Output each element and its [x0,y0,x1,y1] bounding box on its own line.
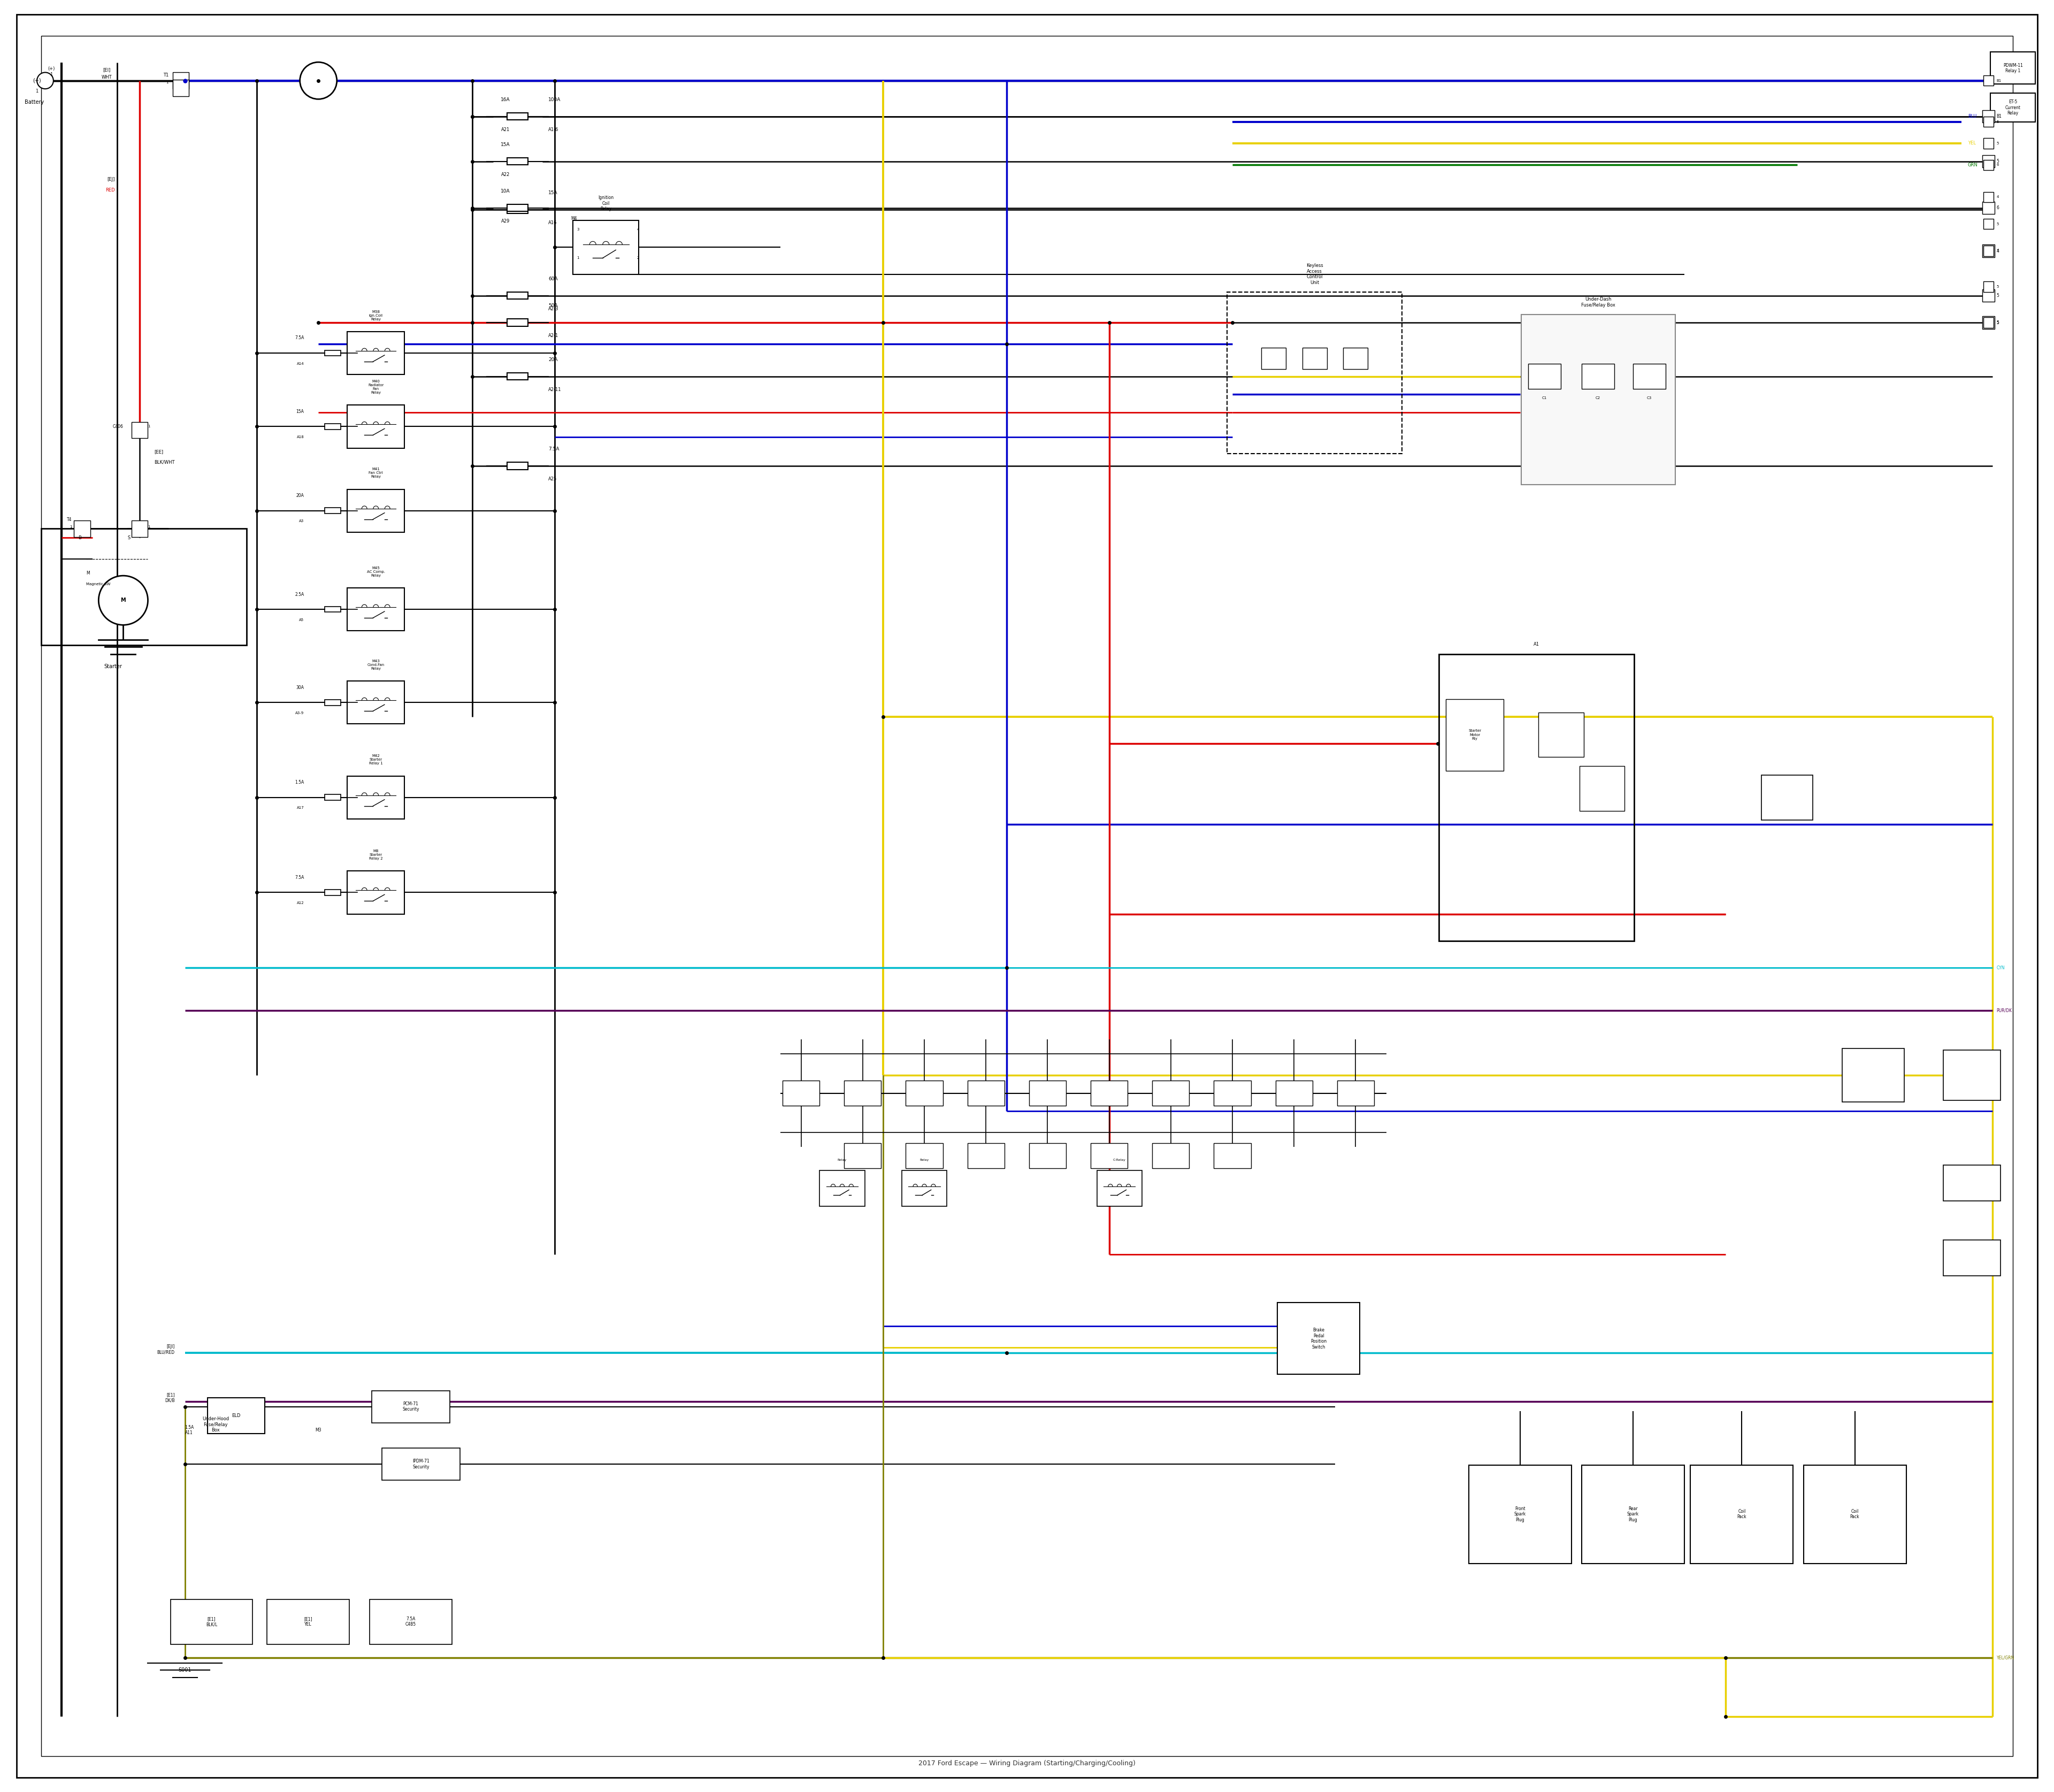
Text: 4: 4 [1996,195,1999,199]
Text: 7.5A: 7.5A [294,335,304,340]
Bar [325,889,341,896]
Text: [EJI]
BLU/RED: [EJI] BLU/RED [156,1344,175,1355]
Bar [325,507,341,514]
Text: B1: B1 [1996,79,2001,82]
Bar [783,1081,820,1106]
Text: B: B [78,536,82,539]
Bar [906,1143,943,1168]
Bar [1984,281,1992,292]
Bar [1343,348,1368,369]
Bar [1982,202,1994,213]
Text: 2.5A: 2.5A [296,591,304,597]
Text: A2-11: A2-11 [548,387,561,392]
Text: 1: 1 [577,256,579,260]
Bar [74,520,90,538]
Text: C-Relay: C-Relay [1113,1159,1126,1161]
Text: M45
AC Comp.
Relay: M45 AC Comp. Relay [368,566,384,577]
Text: Coil
Pack: Coil Pack [1738,1509,1746,1520]
Text: [E1]
BLK/L: [E1] BLK/L [205,1616,218,1627]
Text: 6: 6 [1996,206,1999,210]
Bar [1762,774,1814,819]
Text: RED: RED [105,188,115,192]
Bar [1990,93,2036,122]
Bar [131,421,148,439]
Bar [1984,219,1992,229]
Text: BLU: BLU [1968,115,1976,118]
Bar [347,776,405,819]
Bar [347,871,405,914]
Text: A2-3: A2-3 [548,306,559,312]
Text: A29: A29 [501,219,509,224]
Bar [173,72,189,90]
Text: M: M [121,599,125,602]
Text: 60A: 60A [548,276,559,281]
Text: S001: S001 [179,1668,191,1672]
Text: T1: T1 [162,73,168,77]
Bar [906,1081,943,1106]
Text: 1.5A: 1.5A [296,780,304,785]
Text: 1.5A
A11: 1.5A A11 [185,1425,193,1435]
Text: M40
Radiator
Fan
Relay: M40 Radiator Fan Relay [368,380,384,394]
Bar [1803,1466,1906,1563]
Text: M38
Ign.Coil
Relay: M38 Ign.Coil Relay [370,310,382,321]
Bar [1528,364,1561,389]
Text: Starter: Starter [105,665,121,668]
Bar [1228,292,1401,453]
Circle shape [37,72,53,90]
Text: 4: 4 [637,228,639,231]
Bar [347,405,405,448]
Bar [372,1391,450,1423]
Bar [1984,317,1992,328]
Bar [1842,1048,1904,1102]
Bar [1337,1081,1374,1106]
Text: 2017 Ford Escape — Wiring Diagram (Starting/Charging/Cooling): 2017 Ford Escape — Wiring Diagram (Start… [918,1760,1136,1767]
Bar [1261,348,1286,369]
Bar [1520,314,1676,484]
Bar [1582,364,1614,389]
Bar [1984,138,1992,149]
Text: A3-9: A3-9 [296,711,304,715]
Bar [1276,1081,1313,1106]
Text: (+)
1: (+) 1 [47,66,55,77]
Text: Front
Spark
Plug: Front Spark Plug [1514,1507,1526,1521]
Bar [1990,52,2036,84]
Bar [1943,1240,2001,1276]
Text: A14: A14 [296,362,304,366]
Text: Magnetic SW: Magnetic SW [86,582,111,586]
Bar [1982,317,1994,328]
Text: 3: 3 [577,228,579,231]
Text: Rear
Spark
Plug: Rear Spark Plug [1627,1507,1639,1521]
Text: 50A: 50A [548,303,559,308]
Bar [1943,1165,2001,1201]
Text: C1: C1 [1543,396,1547,400]
Text: 1: 1 [35,90,39,93]
Text: 1: 1 [148,425,150,428]
Text: 15A: 15A [296,409,304,414]
Bar [1984,75,1992,86]
Text: T4: T4 [68,518,72,521]
Bar [902,1170,947,1206]
Bar [507,206,528,213]
Text: 30A: 30A [296,685,304,690]
Text: 7.5A
C4B5: 7.5A C4B5 [405,1616,417,1627]
Text: Ignition
Coil
Relay: Ignition Coil Relay [598,195,614,211]
Bar [347,681,405,724]
Text: [EE]: [EE] [154,450,162,453]
Bar [507,319,528,326]
Text: 2: 2 [637,256,639,260]
Bar [1091,1081,1128,1106]
Bar [347,332,405,375]
Text: CYN: CYN [1996,966,2005,969]
Bar [1152,1081,1189,1106]
Text: B1: B1 [1996,115,2003,118]
Bar [967,1143,1004,1168]
Bar [1984,192,1992,202]
Text: ELD: ELD [232,1414,240,1417]
Text: A25: A25 [548,477,557,482]
Text: 1: 1 [70,525,72,529]
Text: Relay: Relay [920,1159,928,1161]
Bar [1538,711,1584,756]
Text: C406: C406 [113,425,123,428]
Bar [507,204,528,211]
Bar [1690,1466,1793,1563]
